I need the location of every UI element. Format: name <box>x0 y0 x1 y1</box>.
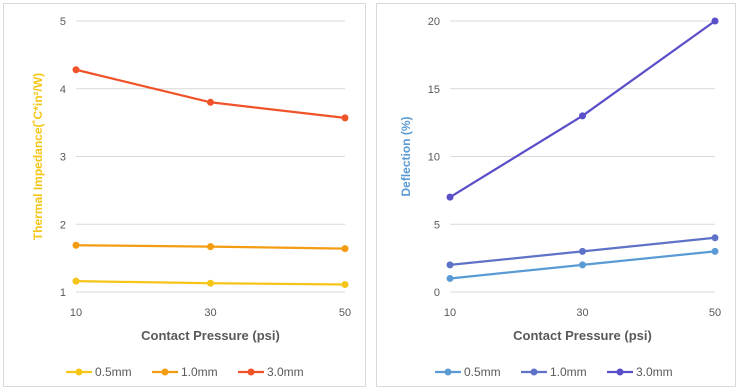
x-tick-label: 10 <box>70 307 82 319</box>
y-tick-label: 5 <box>434 219 440 231</box>
x-tick-label: 50 <box>339 307 351 319</box>
legend-label-1.0mm: 1.0mm <box>550 365 587 379</box>
legend-label-3.0mm: 3.0mm <box>267 365 304 379</box>
x-tick-label: 10 <box>444 307 456 319</box>
y-tick-label: 0 <box>434 287 440 299</box>
data-point-3.0mm <box>341 114 349 122</box>
data-point-0.5mm <box>579 261 586 269</box>
legend-marker-3.0mm <box>616 368 624 376</box>
legend-marker-1.0mm <box>161 368 169 376</box>
y-tick-label: 1 <box>60 287 66 299</box>
data-point-3.0mm <box>207 98 214 106</box>
data-point-1.0mm <box>72 241 80 249</box>
data-point-0.5mm <box>207 279 214 287</box>
x-axis-label: Contact Pressure (psi) <box>513 328 652 343</box>
data-point-0.5mm <box>711 247 719 255</box>
x-tick-label: 50 <box>709 307 721 319</box>
data-point-1.0mm <box>341 245 349 253</box>
y-axis-label: Thermal Impedance(˚C*in²/W) <box>31 73 45 240</box>
data-point-3.0mm <box>446 193 454 201</box>
x-axis-label: Contact Pressure (psi) <box>141 328 280 343</box>
legend-marker-3.0mm <box>247 368 255 376</box>
y-tick-label: 4 <box>60 84 66 96</box>
data-point-3.0mm <box>72 66 80 74</box>
thermal-impedance-chart: 1 2 3 4 5 10 30 50 Contact Pressure (psi) Thermal… <box>31 16 351 379</box>
legend-marker-1.0mm <box>530 368 538 376</box>
data-point-0.5mm <box>72 277 80 285</box>
x-tick-label: 30 <box>204 307 216 319</box>
y-tick-label: 10 <box>428 152 440 164</box>
y-tick-label: 20 <box>428 16 440 28</box>
y-tick-label: 15 <box>428 84 440 96</box>
data-point-3.0mm <box>711 17 719 25</box>
deflection-chart: 0 5 10 15 20 10 30 50 Contact Pressure (psi) Defl… <box>399 16 721 379</box>
legend-marker-0.5mm <box>444 368 452 376</box>
chart-panel-deflection: 0 5 10 15 20 10 30 50 Contact Pressure (psi) Defl… <box>376 3 736 387</box>
y-tick-label: 2 <box>60 219 66 231</box>
legend-label-1.0mm: 1.0mm <box>181 365 218 379</box>
y-tick-label: 3 <box>60 152 66 164</box>
x-tick-label: 30 <box>576 307 588 319</box>
data-point-0.5mm <box>446 274 454 282</box>
y-axis-label: Deflection (%) <box>399 116 413 196</box>
series-line-3.0mm <box>75 68 346 120</box>
data-point-0.5mm <box>341 281 349 289</box>
data-point-1.0mm <box>207 243 214 251</box>
series-line-3.0mm <box>449 20 716 199</box>
legend-label-0.5mm: 0.5mm <box>464 365 501 379</box>
data-point-1.0mm <box>446 261 454 269</box>
chart-panel-thermal-impedance: 1 2 3 4 5 10 30 50 Contact Pressure (psi) Thermal… <box>3 3 366 387</box>
data-point-1.0mm <box>579 247 586 255</box>
data-point-1.0mm <box>711 234 719 242</box>
data-point-3.0mm <box>579 112 586 120</box>
y-tick-label: 5 <box>60 16 66 28</box>
legend-marker-0.5mm <box>75 368 83 376</box>
legend-label-3.0mm: 3.0mm <box>636 365 673 379</box>
legend-label-0.5mm: 0.5mm <box>95 365 132 379</box>
